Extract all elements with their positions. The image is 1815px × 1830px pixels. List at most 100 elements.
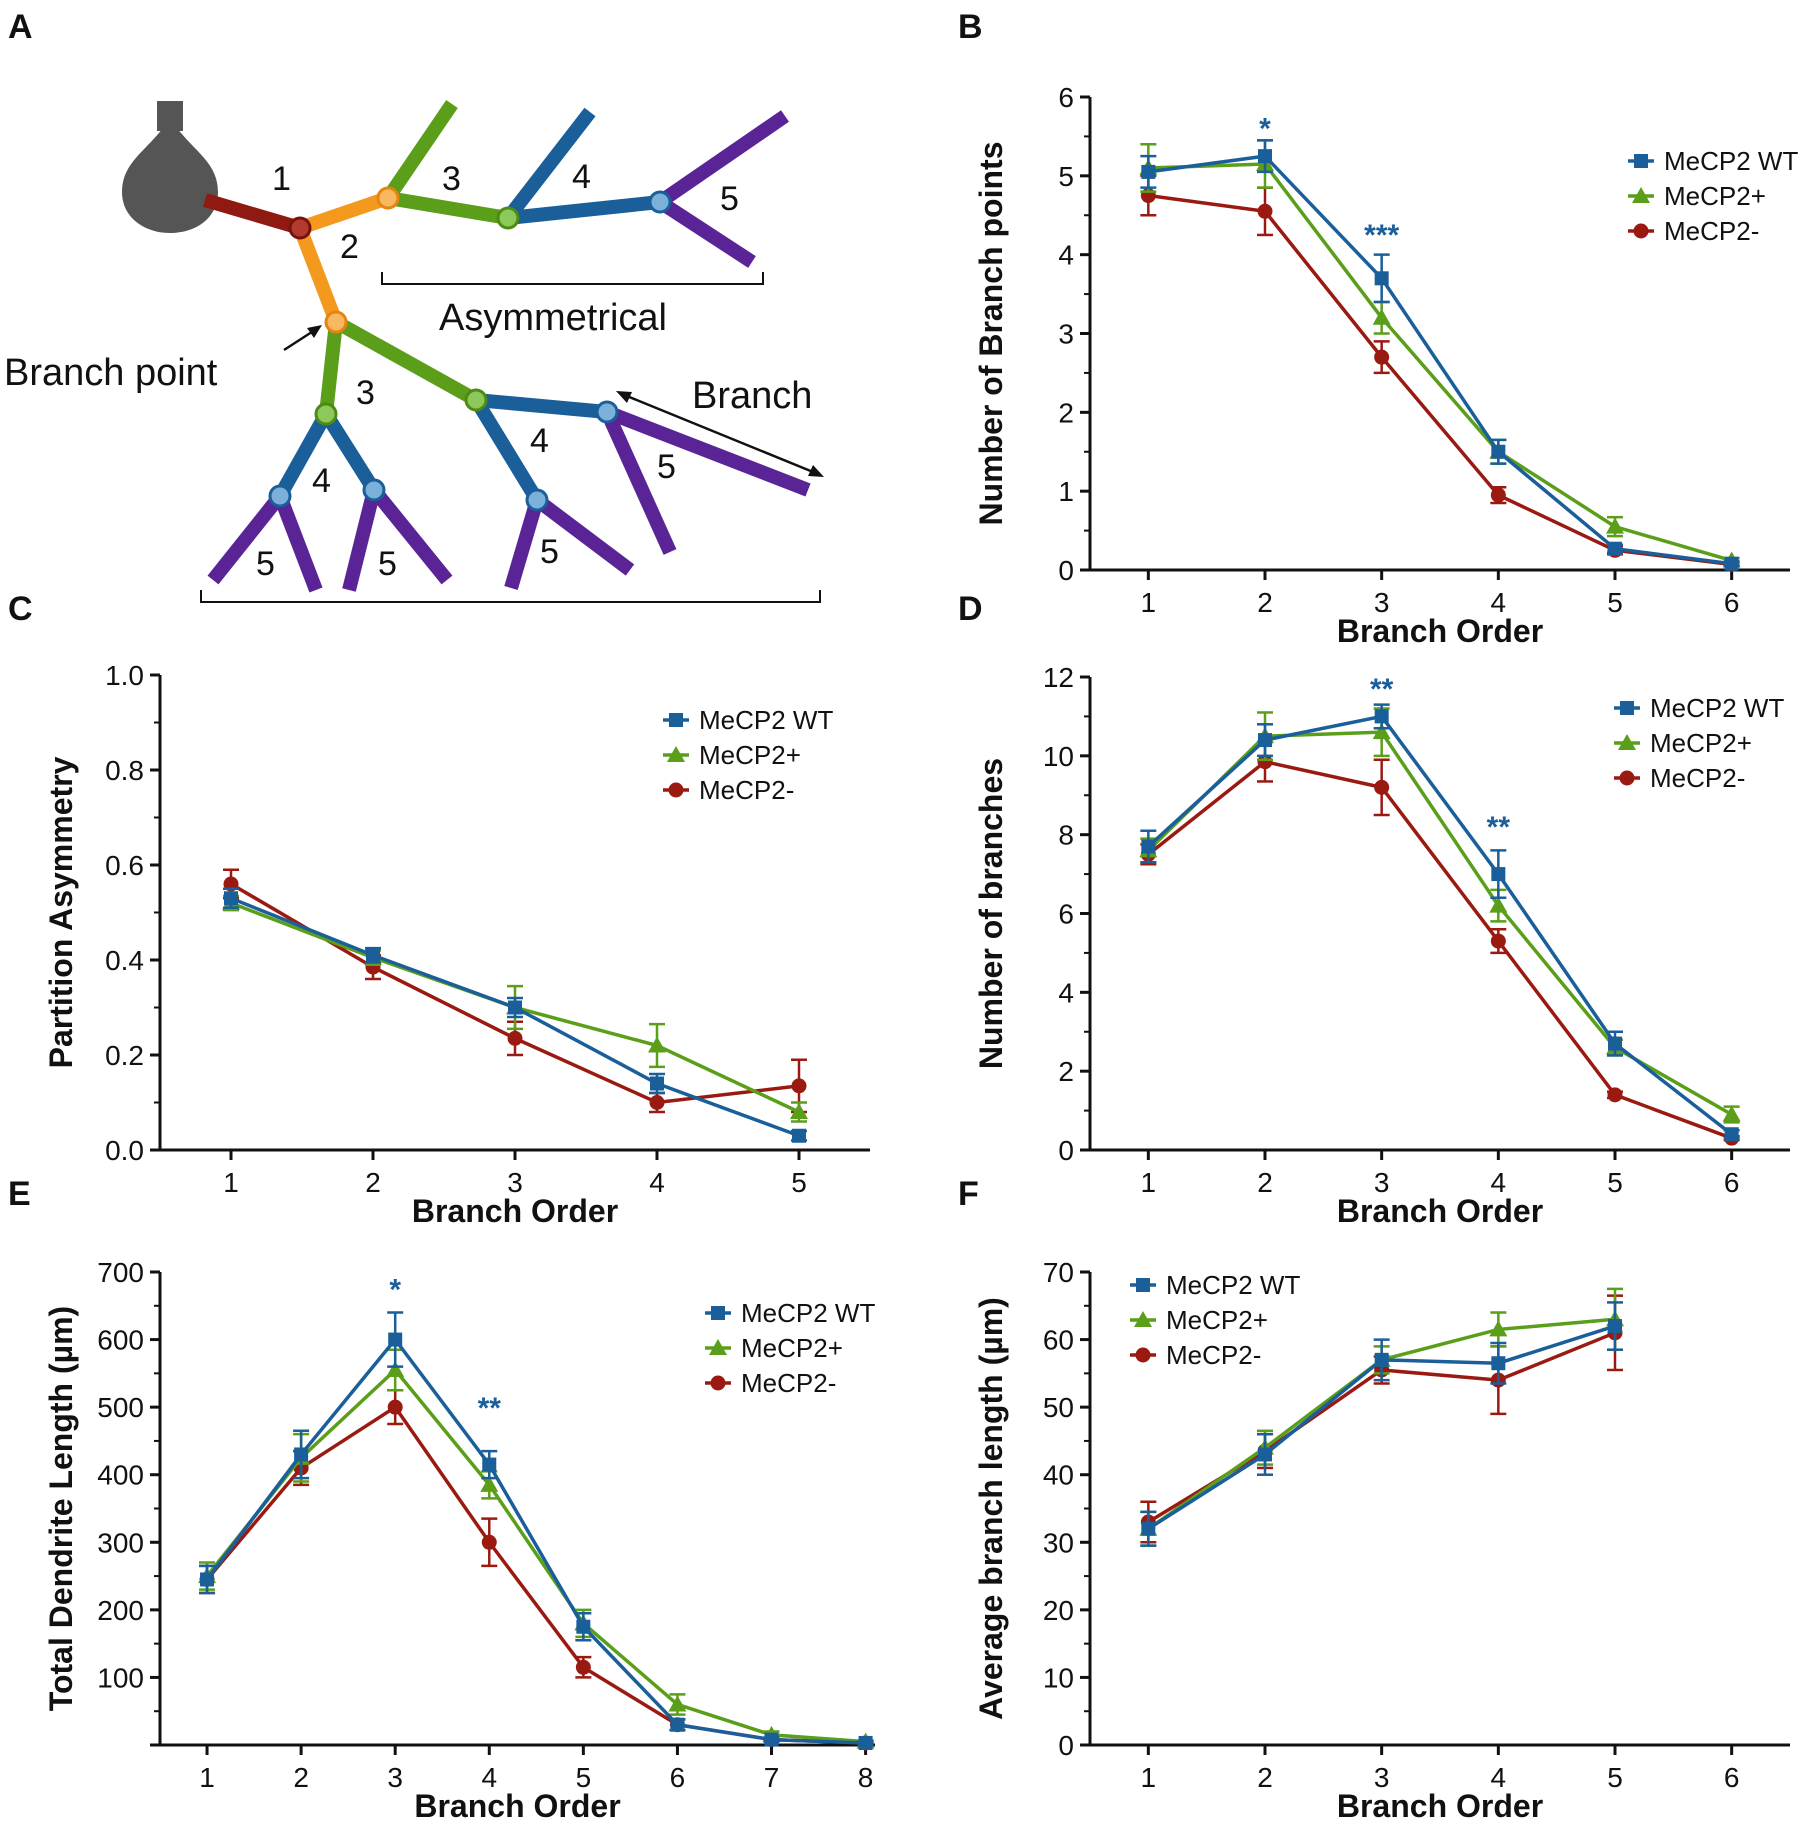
y-tick-label: 2 xyxy=(1058,1056,1074,1087)
y-tick-label: 6 xyxy=(1058,82,1074,113)
legend-label: MeCP2 WT xyxy=(1650,693,1784,723)
series-mecp2minus xyxy=(1140,174,1740,572)
y-tick-label: 1 xyxy=(1058,476,1074,507)
x-tick-label: 3 xyxy=(1374,587,1390,618)
order-label: 4 xyxy=(312,462,331,500)
series-line xyxy=(205,1336,866,1745)
panel-a-diagram: A xyxy=(4,8,824,603)
y-tick-label: 200 xyxy=(97,1595,144,1626)
data-point-square xyxy=(1258,733,1272,748)
branch-order-5 xyxy=(342,488,381,592)
x-tick-label: 2 xyxy=(365,1167,381,1198)
series-mecp2-wt xyxy=(1140,139,1740,571)
data-point-square xyxy=(670,1717,685,1732)
data-point-circle xyxy=(575,1659,591,1675)
panel-c-letter: C xyxy=(8,590,33,628)
x-tick-label: 8 xyxy=(858,1762,874,1793)
legend-label: MeCP2+ xyxy=(1166,1305,1268,1335)
series-line xyxy=(1148,193,1732,567)
y-tick-label: 0 xyxy=(1058,1730,1074,1761)
y-axis-title: Number of branches xyxy=(973,758,1009,1069)
branch-point-node xyxy=(314,402,338,426)
legend-label: MeCP2- xyxy=(699,775,794,805)
branch-order-5 xyxy=(604,405,811,497)
x-tick-label: 2 xyxy=(1257,1167,1273,1198)
y-tick-label: 2 xyxy=(1058,397,1074,428)
order-label: 5 xyxy=(540,533,559,571)
data-point-triangle xyxy=(790,1103,808,1119)
branch-point-node xyxy=(525,488,549,512)
data-point-square xyxy=(388,1332,403,1347)
dendrite-branches xyxy=(203,100,811,593)
data-point-triangle xyxy=(668,1695,687,1712)
y-tick-label: 600 xyxy=(97,1325,144,1356)
data-point-square xyxy=(1258,149,1272,164)
significance-marker: *** xyxy=(1364,219,1399,252)
legend-label: MeCP2+ xyxy=(741,1333,843,1363)
branch-order-5 xyxy=(532,494,635,576)
series-mecp2-wt xyxy=(223,887,807,1143)
x-tick-label: 4 xyxy=(481,1762,497,1793)
data-point-circle xyxy=(649,1095,665,1110)
data-point-triangle xyxy=(1489,1320,1508,1337)
x-tick-label: 4 xyxy=(1491,1762,1507,1793)
y-tick-label: 700 xyxy=(97,1257,144,1288)
data-point-circle xyxy=(507,1030,523,1046)
branch-point-node xyxy=(362,478,386,502)
y-tick-label: 0.0 xyxy=(105,1135,144,1166)
branch-order-4 xyxy=(507,195,661,225)
data-point-circle xyxy=(1374,349,1390,365)
panel-a-letter: A xyxy=(8,8,33,46)
branch-order-5 xyxy=(600,409,677,555)
x-tick-label: 3 xyxy=(1374,1762,1390,1793)
y-tick-label: 6 xyxy=(1058,899,1074,930)
x-tick-label: 5 xyxy=(1607,587,1623,618)
data-point-triangle xyxy=(386,1360,405,1377)
x-tick-label: 3 xyxy=(1374,1167,1390,1198)
data-point-square xyxy=(294,1447,309,1462)
branch-label: Branch xyxy=(692,375,812,417)
data-point-square xyxy=(1491,444,1506,459)
legend: MeCP2 WT MeCP2+ MeCP2- xyxy=(663,705,833,805)
branch-point-node xyxy=(496,206,520,230)
panel-e-chart: E 100 200 300 400 500 600 700 1 2 3 4 5 6 7 8 Branch Ord… xyxy=(8,1175,875,1824)
data-point-triangle xyxy=(1722,1105,1741,1122)
order-label: 1 xyxy=(272,160,291,198)
series-mecp2plus xyxy=(198,1348,875,1749)
legend-marker-circle xyxy=(710,1375,726,1391)
order-label: 4 xyxy=(530,422,549,460)
data-point-square xyxy=(200,1572,215,1587)
data-point-square xyxy=(508,1000,522,1015)
branch-order-3 xyxy=(332,315,480,407)
y-tick-label: 10 xyxy=(1043,741,1074,772)
branch-point-arrow xyxy=(283,325,322,352)
y-tick-label: 500 xyxy=(97,1392,144,1423)
branch-order-5 xyxy=(504,498,544,590)
legend: MeCP2 WT MeCP2+ MeCP2- xyxy=(705,1298,875,1398)
legend-marker-circle xyxy=(1135,1347,1151,1363)
legend-label: MeCP2 WT xyxy=(1664,146,1798,176)
data-point-square xyxy=(482,1457,497,1472)
series-mecp2-wt xyxy=(1140,1301,1623,1547)
branch-order-4 xyxy=(273,410,333,500)
y-axis-title: Total Dendrite Length (µm) xyxy=(43,1306,79,1711)
legend-marker-square xyxy=(711,1306,725,1320)
branch-order-4 xyxy=(475,393,608,419)
legend-label: MeCP2 WT xyxy=(741,1298,875,1328)
data-point-square xyxy=(1724,556,1739,571)
y-tick-label: 5 xyxy=(1058,161,1074,192)
y-tick-label: 1.0 xyxy=(105,660,144,691)
x-tick-label: 1 xyxy=(1141,1167,1157,1198)
branch-point-nodes xyxy=(268,186,672,512)
x-tick-label: 2 xyxy=(293,1762,309,1793)
order-label: 4 xyxy=(572,158,591,196)
branch-point-node xyxy=(288,216,312,240)
legend: MeCP2 WT MeCP2+ MeCP2- xyxy=(1628,146,1798,246)
y-tick-label: 0 xyxy=(1058,555,1074,586)
y-tick-label: 100 xyxy=(97,1662,144,1693)
panel-b-letter: B xyxy=(958,8,983,46)
x-axis-title: Branch Order xyxy=(1337,613,1543,649)
x-tick-label: 1 xyxy=(1141,587,1157,618)
legend-marker-circle xyxy=(1633,223,1649,239)
